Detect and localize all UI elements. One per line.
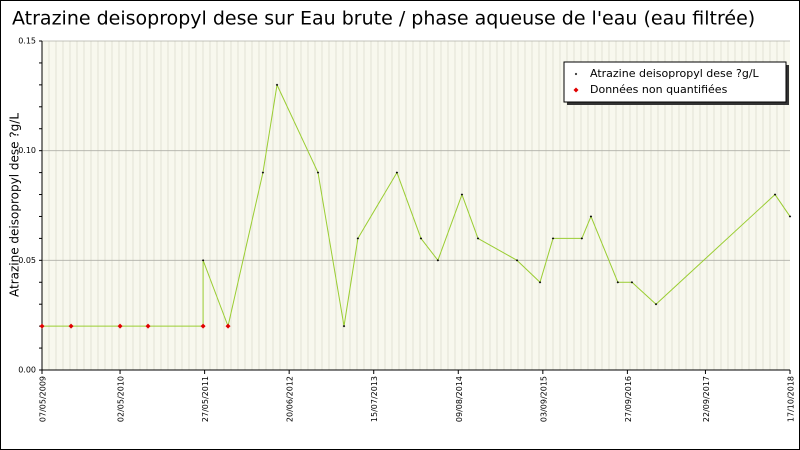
data-point [261, 171, 265, 174]
data-point [68, 323, 74, 329]
data-point [200, 323, 206, 329]
y-tick-label: 0.00 [18, 366, 36, 375]
y-axis-label: Atrazine deisopropyl dese ?g/L [8, 113, 22, 297]
data-point [316, 171, 320, 174]
x-tick-label: 02/05/2010 [117, 376, 126, 422]
data-point [654, 303, 658, 306]
x-tick-label: 09/08/2014 [455, 376, 464, 422]
x-tick-label: 20/06/2012 [286, 376, 295, 422]
x-tick-label: 15/07/2013 [370, 376, 379, 422]
line-segment [477, 237, 518, 261]
line-segment [262, 84, 278, 173]
data-point [616, 281, 620, 284]
data-point [460, 193, 464, 196]
data-point [145, 323, 151, 329]
x-tick-label: 22/09/2017 [702, 376, 711, 422]
line-segment [437, 194, 463, 261]
data-point [356, 237, 360, 240]
x-tick-label: 27/05/2011 [201, 376, 210, 422]
line-segment [590, 216, 619, 283]
x-tick-label: 07/05/2009 [39, 376, 48, 422]
data-point [275, 83, 279, 87]
data-point [589, 215, 593, 218]
data-point [39, 323, 45, 329]
line-segment [317, 172, 345, 327]
y-tick-label: 0.10 [18, 146, 36, 155]
legend [563, 61, 787, 103]
data-point [551, 237, 555, 240]
data-point [342, 324, 346, 328]
line-segment [396, 172, 422, 239]
legend-marker [573, 87, 579, 93]
x-tick-label: 03/09/2015 [539, 376, 548, 422]
line-segment [227, 172, 264, 327]
y-tick-label: 0.05 [18, 256, 36, 265]
line-segment [357, 172, 398, 239]
chart-title: Atrazine deisopropyl dese sur Eau brute … [12, 8, 755, 30]
line-segment [631, 281, 657, 305]
data-point [201, 259, 205, 262]
x-tick-label: 27/09/2016 [624, 376, 633, 422]
line-segment [343, 238, 359, 327]
legend-marker [574, 72, 578, 76]
legend-label: Données non quantifiées [590, 83, 728, 96]
line-segment [655, 194, 776, 305]
data-point [117, 323, 123, 329]
data-point [538, 281, 542, 284]
line-segment [539, 238, 554, 283]
line-segment [581, 216, 592, 239]
data-point [225, 323, 231, 329]
data-point [436, 259, 440, 262]
line-segment [420, 238, 439, 261]
line-segment [516, 259, 541, 283]
data-point [773, 193, 777, 196]
data-point [476, 237, 480, 240]
line-segment [276, 84, 319, 173]
x-tick-label: 17/10/2018 [787, 376, 796, 422]
data-point [515, 259, 519, 262]
data-point [419, 237, 423, 240]
legend-label: Atrazine deisopropyl dese ?g/L [590, 67, 760, 80]
data-point [580, 237, 584, 240]
line-segment [774, 194, 791, 217]
y-tick-label: 0.15 [18, 37, 36, 46]
data-point [395, 171, 399, 174]
data-point [788, 215, 792, 218]
line-segment [202, 260, 229, 327]
data-point [630, 281, 634, 284]
line-segment [461, 194, 479, 239]
